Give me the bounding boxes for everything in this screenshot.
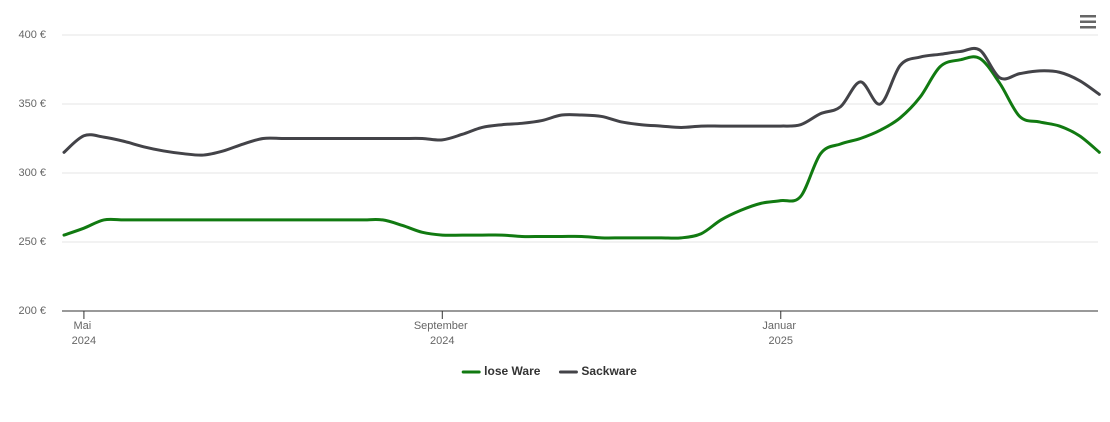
y-tick-label: 400 € (18, 29, 46, 41)
legend-text: Sackware (581, 364, 637, 378)
x-tick-label: September 2024 (414, 320, 471, 347)
legend-item[interactable]: Sackware (558, 364, 637, 378)
y-tick-label: 350 € (18, 98, 46, 110)
legend-item[interactable]: lose Ware (461, 364, 541, 378)
y-tick-label: 200 € (18, 305, 46, 317)
menu-icon[interactable] (1080, 15, 1096, 29)
menu-bar (1080, 26, 1096, 29)
y-tick-label: 250 € (18, 236, 46, 248)
series-line (62, 46, 1101, 157)
series-line (62, 55, 1101, 240)
legend-text: lose Ware (484, 364, 541, 378)
x-tick-label: Mai 2024 (72, 320, 96, 347)
y-tick-label: 300 € (18, 167, 46, 179)
legend: lose Ware Sackware (461, 364, 637, 378)
menu-bar (1080, 15, 1096, 18)
x-tick-label: Januar 2025 (762, 320, 799, 347)
menu-bar (1080, 20, 1096, 23)
